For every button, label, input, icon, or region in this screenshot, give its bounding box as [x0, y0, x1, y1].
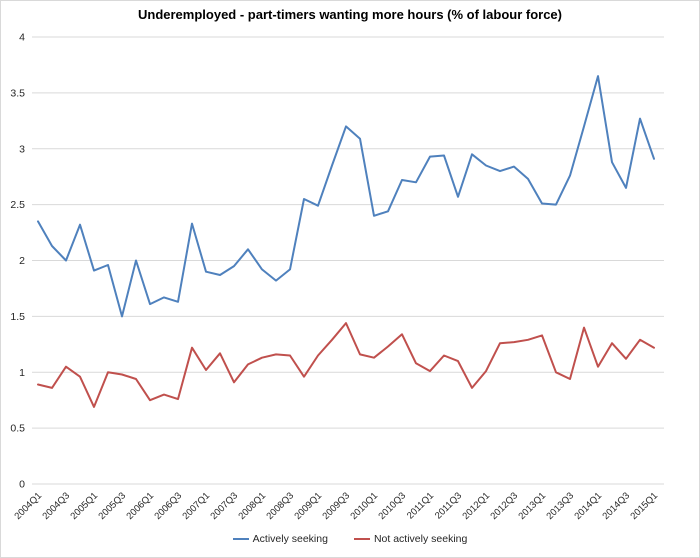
y-axis-tick-label: 3 [19, 143, 25, 155]
y-axis-tick-label: 1 [19, 367, 25, 379]
y-axis-tick-label: 2.5 [10, 199, 25, 211]
x-axis-tick-label: 2014Q1 [572, 490, 604, 522]
x-axis-tick-label: 2004Q1 [12, 490, 44, 522]
legend-line-swatch [232, 538, 249, 540]
x-axis-tick-label: 2006Q1 [124, 490, 156, 522]
y-axis-tick-label: 4 [19, 32, 25, 44]
y-axis-tick-label: 2 [19, 255, 25, 267]
chart-title: Underemployed - part-timers wanting more… [138, 7, 562, 22]
x-axis-tick-label: 2008Q1 [236, 490, 268, 522]
legend-item-not-actively-seeking: Not actively seeking [353, 533, 468, 545]
x-axis-tick-label: 2005Q1 [68, 490, 100, 522]
x-axis-tick-label: 2012Q3 [488, 490, 520, 522]
legend-label: Actively seeking [252, 533, 328, 545]
x-axis-tick-label: 2011Q1 [405, 490, 436, 521]
series-line-actively-seeking [37, 75, 655, 318]
x-axis-tick-label: 2010Q1 [348, 490, 380, 522]
y-axis-tick-label: 0 [19, 479, 25, 491]
x-axis-tick-label: 2013Q1 [516, 490, 548, 522]
x-axis-tick-label: 2005Q3 [96, 490, 128, 522]
legend-line-swatch [353, 538, 370, 540]
y-axis-tick-label: 3.5 [10, 87, 25, 99]
x-axis-tick-label: 2007Q1 [180, 490, 212, 522]
x-axis-tick-label: 2008Q3 [264, 490, 296, 522]
y-axis-tick-label: 1.5 [10, 311, 25, 323]
x-axis-tick-label: 2011Q3 [433, 490, 464, 521]
x-axis-tick-label: 2012Q1 [460, 490, 492, 522]
legend-label: Not actively seeking [373, 533, 468, 545]
x-axis-tick-label: 2015Q1 [628, 490, 660, 522]
x-axis-tick-label: 2009Q3 [320, 490, 352, 522]
x-axis-tick-label: 2010Q3 [376, 490, 408, 522]
x-axis-tick-label: 2014Q3 [600, 490, 632, 522]
series-line-not-actively-seeking [37, 322, 655, 408]
x-axis-tick-label: 2013Q3 [544, 490, 576, 522]
y-axis-tick-label: 0.5 [10, 423, 25, 435]
x-axis-tick-label: 2009Q1 [292, 490, 324, 522]
x-axis-tick-label: 2006Q3 [152, 490, 184, 522]
legend: Actively seeking Not actively seeking [1, 533, 699, 545]
legend-item-actively-seeking: Actively seeking [232, 533, 328, 545]
x-axis-tick-label: 2004Q3 [40, 490, 72, 522]
x-axis-tick-label: 2007Q3 [208, 490, 240, 522]
